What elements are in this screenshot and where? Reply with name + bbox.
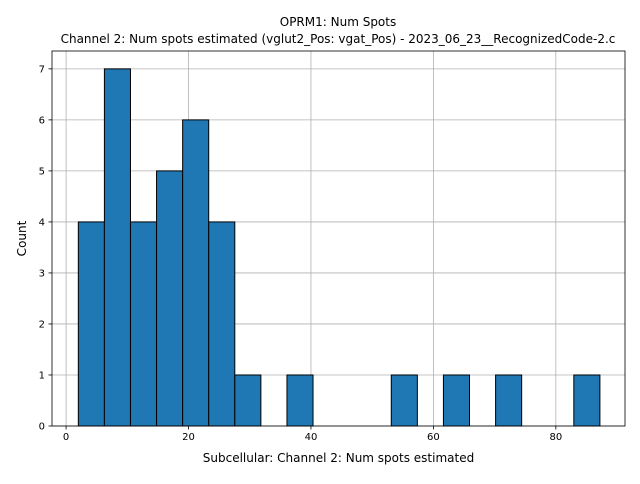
x-tick-label: 80	[549, 432, 562, 443]
histogram-bar	[129, 221, 158, 427]
histogram-bars	[77, 68, 601, 427]
chart-subtitle: Channel 2: Num spots estimated (vglut2_P…	[61, 32, 616, 46]
y-tick-label: 3	[39, 268, 45, 279]
histogram-bar	[77, 221, 105, 427]
x-tick-label: 40	[305, 432, 318, 443]
y-tick-label: 0	[39, 422, 45, 433]
y-tick-label: 2	[39, 319, 45, 330]
x-tick-label: 0	[63, 432, 69, 443]
axis-ticks: 0 20 40 60 80 0 1 2 3 4 5 6 7	[39, 64, 563, 443]
y-tick-label: 7	[39, 64, 45, 75]
y-tick-label: 6	[39, 115, 45, 126]
x-axis-label: Subcellular: Channel 2: Num spots estima…	[203, 451, 474, 465]
y-tick-label: 1	[39, 370, 45, 381]
histogram-bar	[442, 374, 471, 427]
chart-title: OPRM1: Num Spots	[280, 15, 396, 29]
histogram-bar	[495, 374, 523, 427]
histogram-bar	[103, 68, 131, 427]
histogram-bar	[390, 374, 418, 427]
y-tick-label: 5	[39, 166, 45, 177]
histogram-bar	[182, 119, 210, 427]
y-tick-label: 4	[39, 217, 45, 228]
x-tick-label: 20	[182, 432, 195, 443]
plot-frame	[51, 50, 626, 427]
histogram-bar	[573, 374, 601, 427]
histogram-bar	[208, 221, 236, 427]
x-tick-label: 60	[427, 432, 440, 443]
histogram-bar	[156, 170, 184, 427]
histogram-bar	[234, 374, 262, 427]
y-axis-label: Count	[15, 220, 29, 256]
histogram-bar	[286, 374, 314, 427]
